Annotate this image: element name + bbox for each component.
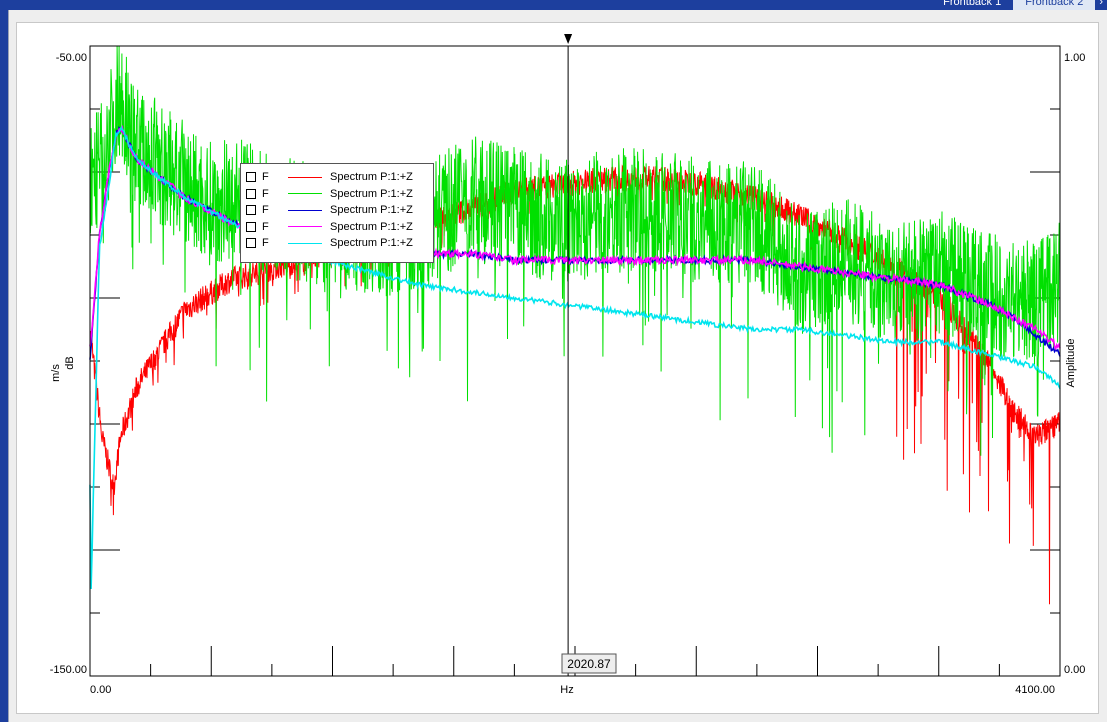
x-min-label: 0.00 <box>90 684 111 696</box>
legend-item[interactable]: F Spectrum P:1:+Z <box>241 169 433 186</box>
legend-checkbox[interactable] <box>246 238 256 249</box>
legend-checkbox[interactable] <box>246 221 256 232</box>
x-axis-unit: Hz <box>560 684 573 696</box>
legend-label: Spectrum P:1:+Z <box>330 204 413 217</box>
cursor-marker-icon[interactable] <box>564 34 573 44</box>
title-bar: Frontback 1 Frontback 2 › <box>0 0 1107 10</box>
y-right-top-label: 1.00 <box>1064 52 1085 64</box>
legend-item[interactable]: F Spectrum P:1:+Z <box>241 186 433 203</box>
y-left-top-label: -50.00 <box>56 52 87 64</box>
y-right-axis-label: Amplitude <box>1065 339 1077 388</box>
legend-swatch <box>288 226 322 228</box>
tab-strip: Frontback 1 Frontback 2 › <box>931 0 1107 10</box>
legend-label: Spectrum P:1:+Z <box>330 237 413 250</box>
cursor-readout-box <box>561 653 617 674</box>
legend-swatch <box>288 242 322 244</box>
legend-flag: F <box>262 204 269 217</box>
chart-legend: F Spectrum P:1:+Z F Spectrum P:1:+Z F Sp… <box>240 163 434 263</box>
legend-checkbox[interactable] <box>246 172 256 183</box>
y-right-bottom-label: 0.00 <box>1064 664 1085 676</box>
tab-frontback-1[interactable]: Frontback 1 <box>943 0 1002 8</box>
legend-flag: F <box>262 220 269 233</box>
chart-area: -50.00 -150.00 1.00 0.00 0.00 4100.00 Hz… <box>16 22 1099 714</box>
y-left-unit-ms: m/s <box>50 364 62 382</box>
legend-swatch <box>288 193 322 195</box>
legend-label: Spectrum P:1:+Z <box>330 220 413 233</box>
legend-label: Spectrum P:1:+Z <box>330 187 413 200</box>
series-layer <box>89 45 1061 605</box>
y-left-bottom-label: -150.00 <box>50 664 87 676</box>
legend-item[interactable]: F Spectrum P:1:+Z <box>241 202 433 219</box>
cursor-readout: 2020.87 <box>567 657 611 671</box>
legend-item[interactable]: F Spectrum P:1:+Z <box>241 219 433 236</box>
legend-checkbox[interactable] <box>246 188 256 199</box>
legend-label: Spectrum P:1:+Z <box>330 171 413 184</box>
window-left-border <box>0 10 8 722</box>
plot-frame <box>89 45 1061 677</box>
x-max-label: 4100.00 <box>1015 684 1055 696</box>
legend-item[interactable]: F Spectrum P:1:+Z <box>241 235 433 252</box>
tab-frontback-2[interactable]: Frontback 2 <box>1013 0 1096 10</box>
legend-flag: F <box>262 171 269 184</box>
legend-flag: F <box>262 187 269 200</box>
legend-checkbox[interactable] <box>246 205 256 216</box>
y-left-unit-db: dB <box>64 356 76 369</box>
legend-swatch <box>288 209 322 211</box>
tab-scroll-icon[interactable]: › <box>1099 0 1103 8</box>
legend-swatch <box>288 176 322 178</box>
spectrum-chart[interactable]: -50.00 -150.00 1.00 0.00 0.00 4100.00 Hz… <box>17 23 1098 713</box>
legend-flag: F <box>262 237 269 250</box>
